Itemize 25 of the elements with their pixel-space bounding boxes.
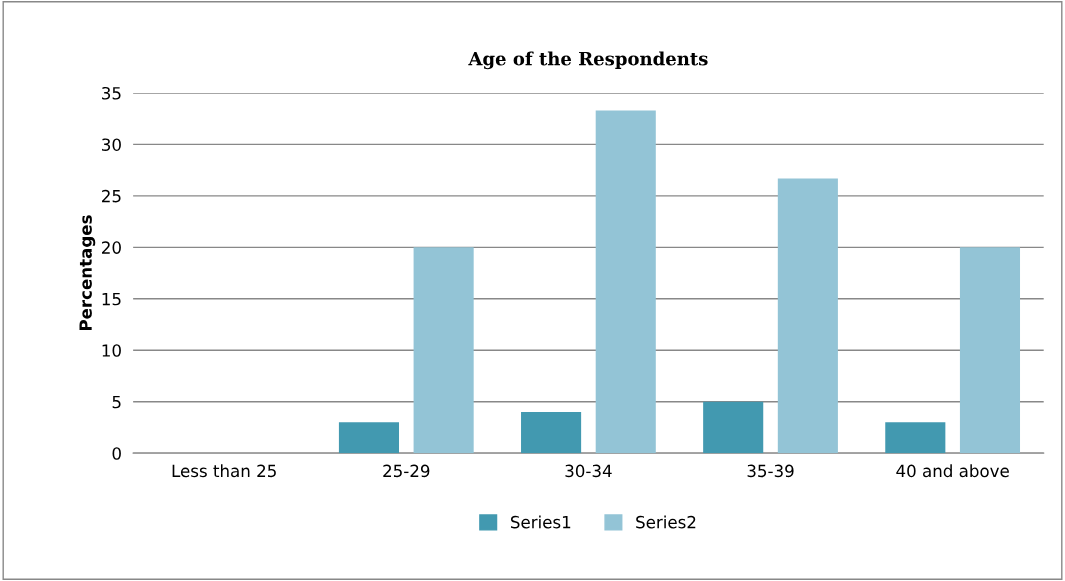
y-tick-label: 35: [102, 86, 121, 100]
bar: [885, 422, 946, 454]
y-tick-label: 15: [102, 292, 121, 306]
x-tick-label: 35-39: [747, 464, 794, 478]
y-tick-label: 25: [102, 189, 121, 203]
y-axis-title: Percentages: [79, 215, 96, 331]
y-tick-label: 10: [102, 344, 121, 357]
chart-title: Age of the Respondents: [468, 51, 708, 70]
legend-label: Series2: [636, 515, 696, 529]
legend-label: Series1: [510, 515, 571, 529]
bar: [521, 412, 582, 454]
x-tick-label: 30-34: [565, 464, 612, 478]
bar: [595, 110, 656, 454]
y-tick-label: 5: [112, 395, 121, 409]
x-tick-label: 25-29: [383, 464, 430, 478]
bar: [338, 422, 400, 454]
x-tick-label: Less than 25: [172, 464, 276, 478]
bar: [703, 401, 764, 454]
bar: [777, 178, 838, 454]
y-tick-label: 30: [102, 138, 121, 151]
x-tick-label: 40 and above: [896, 464, 1009, 478]
bar: [413, 247, 474, 454]
y-tick-label: 20: [102, 241, 121, 254]
bar: [959, 247, 1021, 454]
y-tick-label: 0: [112, 447, 121, 460]
